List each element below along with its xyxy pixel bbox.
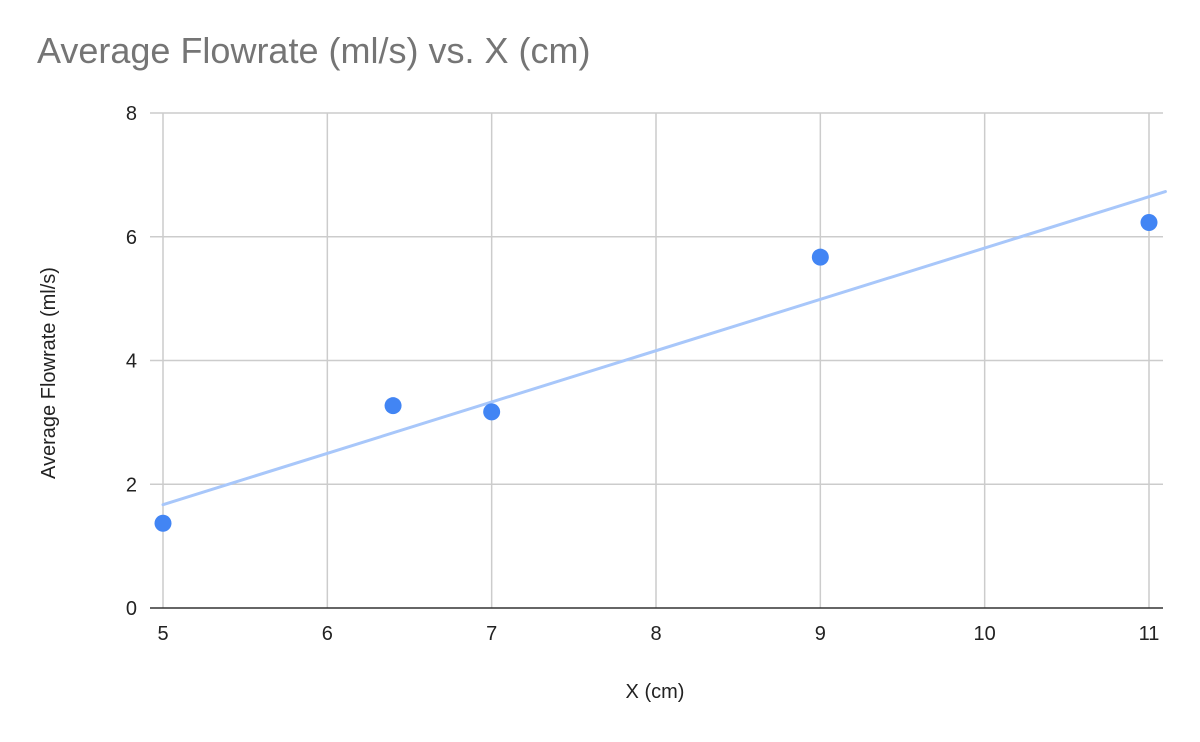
grid-lines [150,112,1163,608]
trendline-layer [161,190,1167,507]
x-tick-label-7: 7 [486,623,497,645]
x-tick-label-5: 5 [157,623,168,645]
chart-title: Average Flowrate (ml/s) vs. X (cm) [37,30,591,71]
data-points [154,214,1158,532]
y-tick-label-6: 6 [126,227,137,249]
data-point-2[interactable] [384,397,402,415]
data-point-3[interactable] [483,403,501,421]
y-axis-title: Average Flowrate (ml/s) [38,267,60,479]
x-tick-label-6: 6 [322,623,333,645]
data-point-1[interactable] [154,514,172,532]
x-tick-label-9: 9 [815,623,826,645]
tick-labels: 0 2 4 6 8 5 6 7 8 9 10 11 [126,103,1160,645]
y-tick-label-2: 2 [126,474,137,496]
x-tick-label-10: 10 [974,623,996,645]
trendline [161,190,1167,507]
y-tick-label-0: 0 [126,598,137,620]
data-point-5[interactable] [1140,214,1158,232]
data-point-4[interactable] [811,248,829,266]
y-tick-label-8: 8 [126,103,137,125]
x-tick-label-8: 8 [650,623,661,645]
x-axis-title: X (cm) [626,681,685,703]
x-tick-label-11: 11 [1139,623,1160,645]
y-tick-label-4: 4 [126,351,137,373]
